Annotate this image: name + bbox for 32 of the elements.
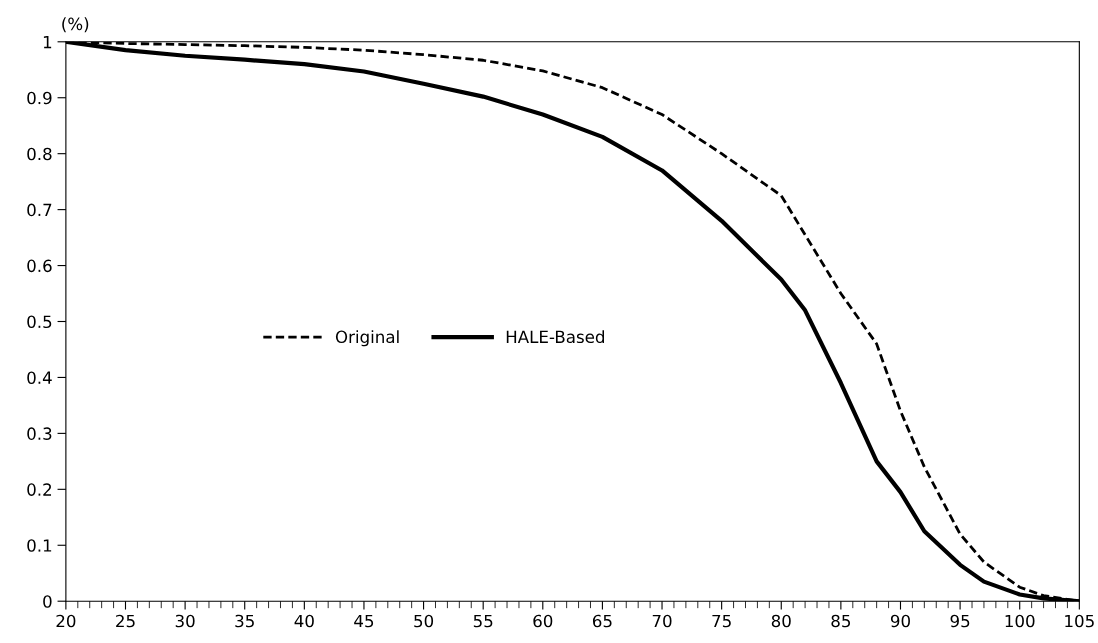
y-tick-label: 0 [43, 595, 52, 608]
y-tick-label: 0.7 [27, 203, 52, 217]
x-tick-label: 65 [592, 614, 612, 628]
legend-label: Original [335, 330, 399, 347]
x-tick-label: 20 [56, 614, 76, 628]
x-tick-label: 95 [950, 614, 970, 628]
x-tick-label: 25 [116, 614, 135, 628]
x-tick-label: 35 [235, 614, 254, 628]
x-tick-label: 105 [1065, 614, 1094, 628]
y-tick-label: 0.9 [27, 91, 52, 105]
x-tick-label: 40 [294, 614, 314, 628]
y-tick-label: 1 [43, 35, 52, 49]
y-axis-title: (%) [62, 17, 89, 33]
legend-label: HALE-Based [506, 330, 604, 344]
x-tick-label: 30 [175, 614, 195, 628]
x-tick-label: 70 [652, 614, 672, 628]
x-tick-label: 80 [771, 614, 791, 628]
x-tick-label: 55 [473, 614, 493, 628]
x-tick-label: 90 [890, 614, 910, 628]
y-tick-label: 0.3 [27, 427, 52, 440]
y-tick-label: 0.1 [27, 539, 52, 552]
y-tick-label: 0.4 [27, 371, 52, 385]
y-tick-label: 0.5 [27, 315, 52, 329]
x-tick-label: 75 [712, 614, 731, 628]
x-tick-label: 60 [533, 614, 553, 628]
y-tick-label: 0.2 [27, 483, 52, 496]
x-tick-label: 45 [354, 614, 374, 628]
x-tick-label: 100 [1005, 614, 1035, 628]
x-tick-label: 50 [414, 614, 434, 628]
y-tick-label: 0.6 [27, 259, 52, 273]
y-tick-label: 0.8 [27, 147, 52, 161]
x-tick-label: 85 [831, 614, 851, 628]
